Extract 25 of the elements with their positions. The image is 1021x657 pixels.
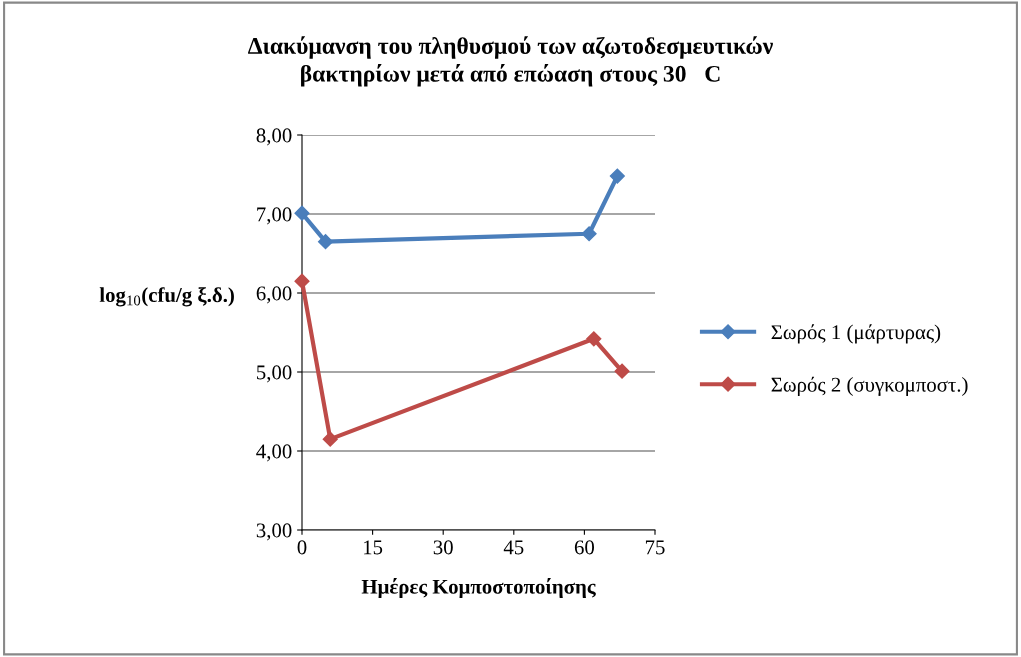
- y-tick-label: 3,00: [256, 523, 292, 541]
- point: [581, 226, 597, 242]
- point: [294, 273, 310, 289]
- chart-title: Διακύμανση του πληθυσμού των αζωτοδεσμευτικών βακτηρίων μετά από επώαση στους 30 C: [248, 36, 773, 87]
- point: [586, 331, 602, 347]
- y-tick-label: 6,00: [256, 286, 292, 304]
- x-tick-label: 75: [645, 540, 665, 555]
- x-tick-label: 0: [297, 540, 307, 555]
- x-axis-title: Ημέρες Κομποστοποίησης: [361, 578, 596, 598]
- point: [322, 431, 338, 447]
- y-tick-label: 5,00: [257, 365, 292, 383]
- y-tick-label: 7,00: [257, 207, 292, 225]
- x-tick-label: 45: [503, 540, 524, 555]
- legend-label: Σωρός 1 (μάρτυρας): [771, 324, 941, 344]
- x-tick-label: 15: [364, 540, 383, 555]
- point: [317, 234, 334, 250]
- y-tick-label: 4,00: [256, 444, 292, 462]
- point: [294, 205, 310, 221]
- legend-label: Σωρός 2 (συγκομποστ.): [771, 376, 968, 396]
- y-tick-label: 8,00: [256, 128, 292, 146]
- point: [609, 168, 625, 184]
- x-tick-label: 30: [433, 540, 453, 555]
- point: [614, 363, 630, 379]
- x-tick-label: 60: [574, 540, 595, 555]
- y-axis-title: log$_{10}$(cfu/g ξ.δ.): [99, 287, 234, 307]
